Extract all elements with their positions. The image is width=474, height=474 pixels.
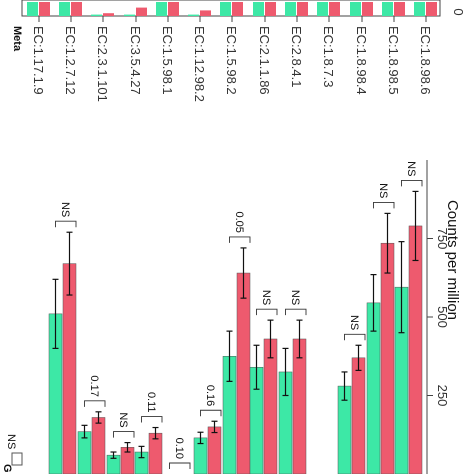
significance-label: NS: [289, 290, 301, 305]
significance-label: 0.16: [204, 385, 216, 406]
bar-group2: [292, 338, 307, 474]
x-tick-label: EC:1.8.98.6: [418, 26, 433, 95]
main-bars: NS 0.17 NS 0.11 0.10 0.16 0.05 NS NS NS NS NS: [48, 161, 423, 474]
bar-group2: [91, 417, 106, 474]
bar-group2: [351, 357, 366, 474]
significance-bracket: [55, 220, 77, 228]
legend-label: NS: [5, 434, 17, 449]
x-tick-label: EC:3.5.4.27: [128, 26, 143, 95]
significance-bracket: [200, 409, 222, 417]
significance-label: NS: [117, 412, 129, 427]
significance-label: 0.10: [173, 438, 185, 459]
top-bar-group2: [362, 2, 373, 16]
top-bar-group1: [220, 2, 231, 16]
top-bar-group2: [39, 2, 50, 16]
top-bar-group1: [91, 14, 102, 16]
top-bar-group2: [265, 2, 276, 16]
top-bar-group1: [124, 14, 135, 16]
x-tick-label: EC:1.8.98.5: [386, 26, 401, 95]
significance-bracket: [373, 201, 395, 209]
y-tick-label: 750: [435, 228, 450, 250]
significance-bracket: [256, 308, 278, 316]
top-bar-group2: [297, 2, 308, 16]
significance-bracket: [344, 333, 366, 341]
top-bar-group2: [168, 2, 179, 16]
top-bar-group1: [285, 2, 296, 16]
significance-label: 0.17: [88, 375, 100, 396]
y-tick-label: 500: [435, 306, 450, 328]
significance-bracket: [113, 431, 135, 438]
significance-label: NS: [260, 290, 272, 305]
top-bar-group2: [200, 10, 211, 16]
top-bar-group2: [426, 2, 437, 16]
top-bar-group2: [394, 2, 405, 16]
x-tick-label: EC:2.1.1.86: [257, 26, 272, 95]
significance-bracket: [141, 416, 163, 423]
x-tick-label: EC:1.17.1.9: [31, 26, 46, 95]
x-tick-label: EC:1.2.7.12: [63, 26, 78, 95]
top-bar-group1: [317, 2, 328, 16]
bar-group2: [408, 225, 423, 474]
top-bar-group1: [253, 2, 264, 16]
significance-label: 0.11: [145, 392, 157, 413]
top-bar-group1: [27, 2, 38, 16]
top-bar-group2: [136, 7, 147, 16]
legend-swatch: [11, 452, 23, 466]
significance-bracket: [285, 308, 307, 316]
significance-bracket: [229, 236, 251, 243]
x-tick-label: EC:1.12.98.2: [192, 26, 207, 102]
significance-label: NS: [59, 202, 71, 217]
y-axis-label: Counts per million: [444, 200, 461, 320]
top-panel-x-ticks: EC:1.17.1.9 EC:1.2.7.12 EC:2.3.1.101 EC:3.5…: [31, 16, 433, 102]
top-y-tick-label: 0: [451, 8, 466, 15]
significance-label: NS: [405, 161, 417, 176]
top-bar-group1: [188, 14, 199, 16]
x-tick-label: EC:1.8.98.4: [354, 26, 369, 95]
significance-label: NS: [377, 183, 389, 198]
bar-group2: [380, 242, 395, 474]
top-bar-group2: [71, 2, 82, 16]
main-panel-label: G: [1, 464, 13, 473]
x-tick-label: EC:2.3.1.101: [95, 26, 110, 102]
bar-group2: [207, 426, 222, 474]
top-bar-group1: [156, 2, 167, 16]
top-bar-group1: [382, 2, 393, 16]
top-panel-label: Meta: [11, 26, 23, 52]
main-value-axis: 250 500 750: [426, 160, 450, 474]
top-bar-group2: [232, 2, 243, 16]
bar-group2: [263, 338, 278, 474]
top-bar-group2: [103, 13, 114, 16]
x-tick-label: EC:1.5.98.1: [160, 26, 175, 95]
significance-bracket: [169, 462, 191, 470]
x-tick-label: EC:1.8.7.3: [321, 26, 336, 87]
x-tick-label: EC:1.5.98.2: [224, 26, 239, 95]
top-bar-group2: [329, 2, 340, 16]
y-tick-label: 250: [435, 385, 450, 407]
top-bar-group1: [414, 2, 425, 16]
significance-label: NS: [348, 315, 360, 330]
top-bar-group1: [350, 2, 361, 16]
top-panel: 0: [21, 0, 466, 17]
x-tick-label: EC:2.8.4.1: [289, 26, 304, 87]
significance-bracket: [401, 179, 423, 187]
significance-label: 0.05: [233, 212, 245, 233]
top-bar-group1: [59, 2, 70, 16]
significance-bracket: [84, 400, 106, 407]
legend: NS G: [1, 434, 23, 473]
bar-group2: [236, 272, 251, 474]
